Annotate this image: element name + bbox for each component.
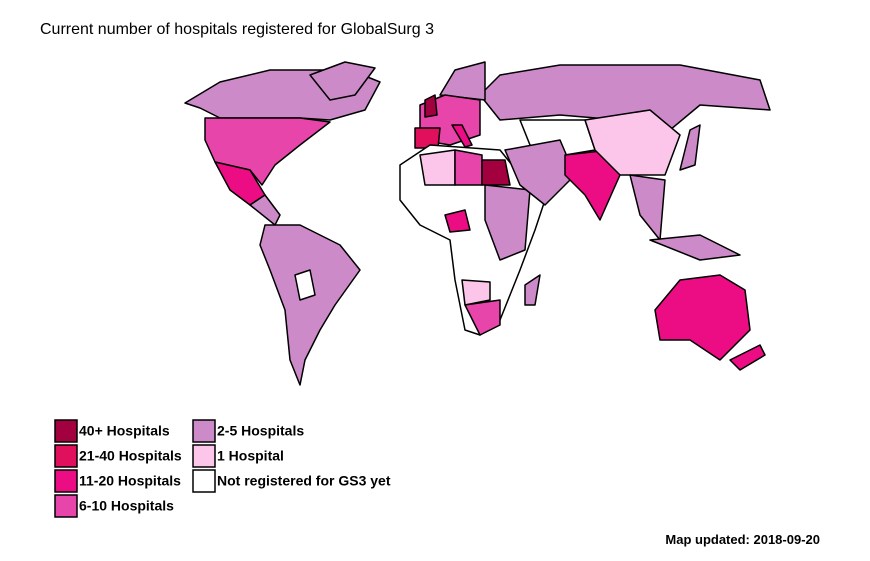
country xyxy=(259,224,361,386)
legend-swatch xyxy=(54,469,78,493)
map-footer: Map updated: 2018-09-20 xyxy=(665,532,820,547)
legend-swatch xyxy=(192,469,216,493)
legend-swatch xyxy=(54,419,78,443)
country xyxy=(649,234,741,261)
legend-swatch xyxy=(54,444,78,468)
country xyxy=(419,149,456,186)
country xyxy=(504,139,576,206)
country xyxy=(584,109,681,176)
legend-label: 1 Hospital xyxy=(217,448,284,464)
country xyxy=(524,274,541,306)
country xyxy=(294,269,316,301)
country xyxy=(204,117,331,186)
country xyxy=(424,94,438,118)
country xyxy=(484,184,531,261)
country xyxy=(461,279,491,306)
map-title: Current number of hospitals registered f… xyxy=(40,21,434,38)
legend-label: 21-40 Hospitals xyxy=(79,448,182,464)
country xyxy=(729,344,766,371)
legend-swatch xyxy=(192,419,216,443)
legend-swatch xyxy=(192,444,216,468)
country xyxy=(439,61,486,101)
legend-label: 2-5 Hospitals xyxy=(217,423,304,439)
country xyxy=(481,159,511,186)
legend-label: 11-20 Hospitals xyxy=(79,473,181,489)
world-map xyxy=(184,61,771,386)
country xyxy=(479,64,771,131)
country xyxy=(454,149,483,186)
country xyxy=(451,124,473,148)
legend-label: Not registered for GS3 yet xyxy=(217,473,391,489)
country xyxy=(249,194,281,226)
legend-label: 40+ Hospitals xyxy=(79,423,170,439)
country xyxy=(309,61,376,101)
country xyxy=(629,174,666,241)
country xyxy=(444,209,471,233)
country xyxy=(464,299,501,336)
country xyxy=(654,274,751,361)
country xyxy=(679,124,701,171)
legend-swatch xyxy=(54,494,78,518)
legend-label: 6-10 Hospitals xyxy=(79,498,174,514)
legend: 40+ Hospitals 21-40 Hospitals 11-20 Hospit… xyxy=(54,419,391,518)
